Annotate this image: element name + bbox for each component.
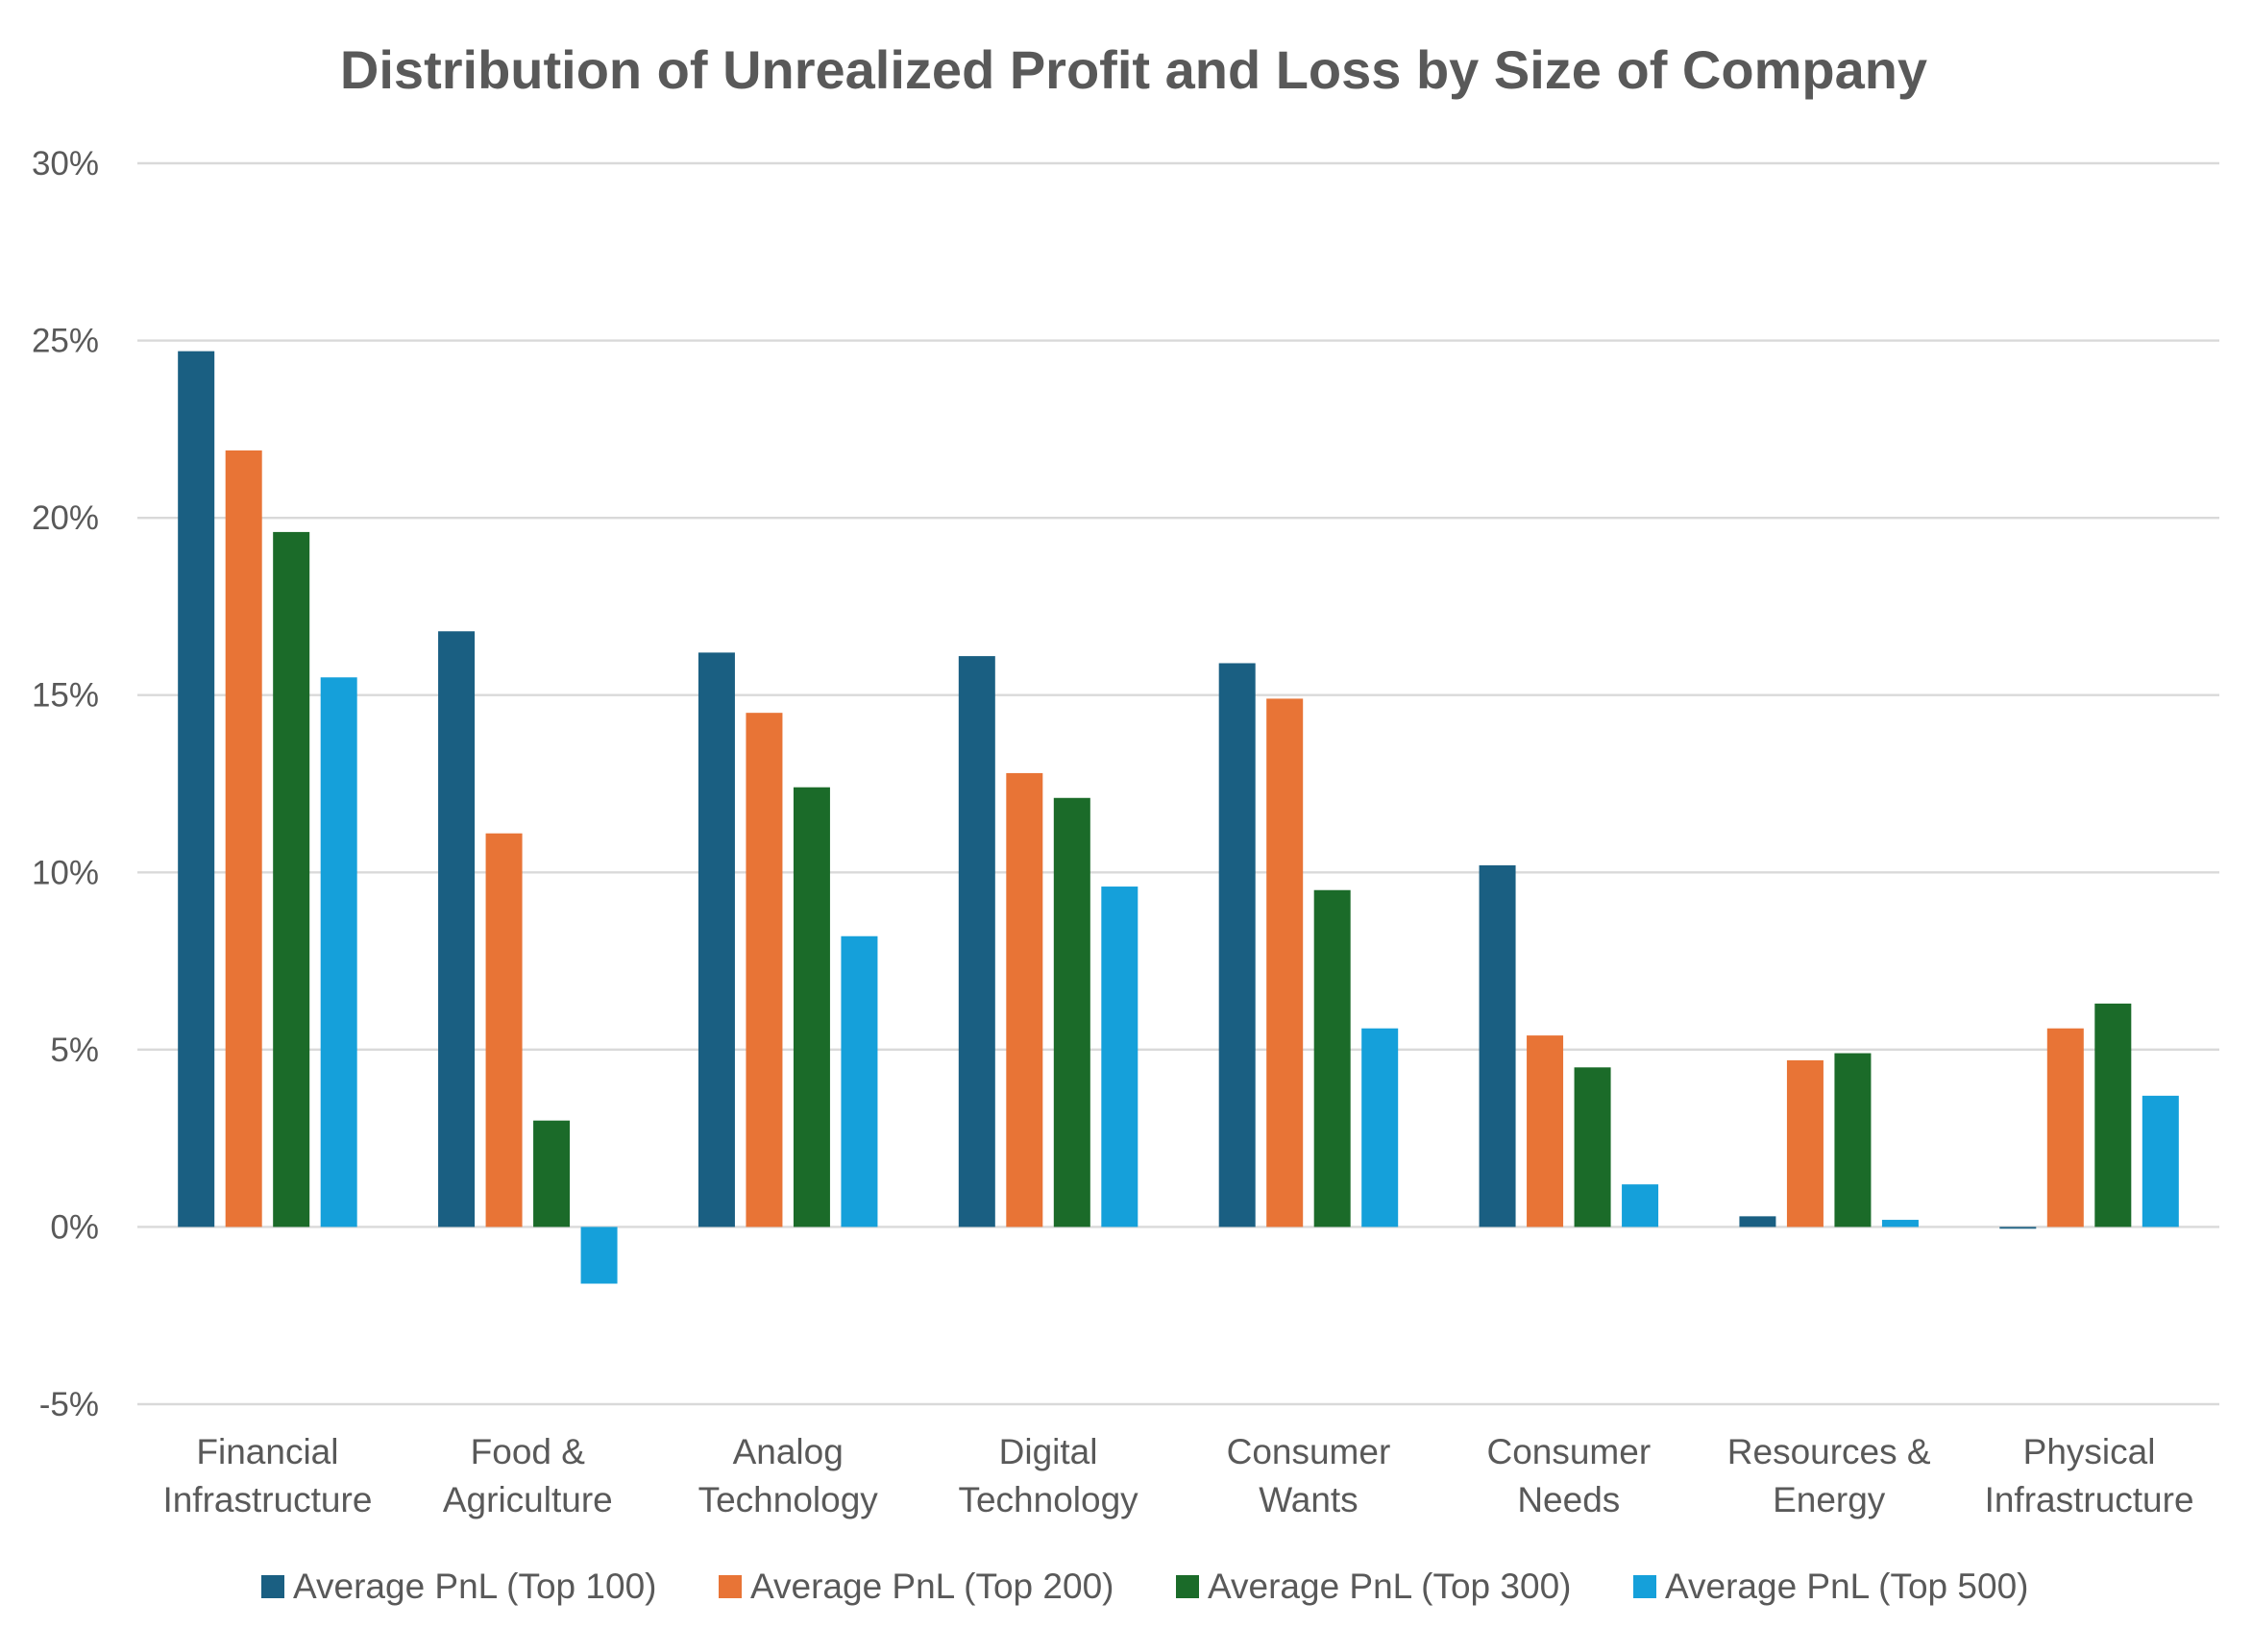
bar: [746, 713, 783, 1227]
bar: [2142, 1095, 2179, 1227]
bar: [1786, 1059, 1824, 1227]
y-tick-label: 20%: [32, 499, 99, 537]
bar: [1527, 1035, 1564, 1227]
bar: [2046, 1028, 2084, 1227]
bar: [1739, 1216, 1776, 1227]
bar: [1266, 698, 1304, 1227]
bar: [1053, 797, 1090, 1227]
legend-swatch: [261, 1575, 284, 1598]
x-tick-label: Financial: [196, 1432, 338, 1471]
bar: [1834, 1053, 1872, 1227]
y-tick-label: 5%: [50, 1032, 99, 1069]
legend-swatch: [1176, 1575, 1199, 1598]
x-tick-label: Consumer: [1227, 1432, 1391, 1471]
y-tick-label: 0%: [50, 1208, 99, 1246]
bar: [225, 450, 262, 1227]
legend-swatch: [1633, 1575, 1656, 1598]
y-tick-label: 30%: [32, 145, 99, 182]
bar: [1622, 1184, 1659, 1227]
x-tick-label: Consumer: [1486, 1432, 1651, 1471]
bar: [958, 656, 995, 1227]
gridlines: [137, 161, 2219, 1406]
x-tick-label: Food &: [471, 1432, 586, 1471]
legend-label: Average PnL (Top 500): [1665, 1567, 2028, 1606]
bar: [320, 677, 357, 1227]
bar: [273, 531, 310, 1227]
x-tick-label: Energy: [1773, 1480, 1886, 1519]
y-tick-label: -5%: [39, 1386, 99, 1423]
legend-label: Average PnL (Top 300): [1208, 1567, 1571, 1606]
bar: [698, 652, 735, 1227]
x-tick-label: Infrastructure: [1985, 1480, 2194, 1519]
legend-label: Average PnL (Top 100): [293, 1567, 656, 1606]
legend: Average PnL (Top 100) Average PnL (Top 20…: [261, 1567, 2028, 1606]
x-tick-label: Technology: [698, 1480, 879, 1519]
bar: [1006, 772, 1043, 1227]
x-tick-label: Needs: [1517, 1480, 1620, 1519]
x-tick-label: Analog: [733, 1432, 844, 1471]
bar: [1313, 889, 1351, 1227]
bar: [1218, 663, 1256, 1227]
y-axis-ticks: -5% 0% 5% 10% 15% 20% 25% 30%: [32, 145, 99, 1423]
bar: [1101, 887, 1138, 1227]
y-tick-label: 15%: [32, 677, 99, 715]
chart-title: Distribution of Unrealized Profit and Lo…: [340, 39, 1927, 100]
y-tick-label: 25%: [32, 323, 99, 360]
bar: [1361, 1028, 1399, 1227]
x-tick-label: Agriculture: [443, 1480, 613, 1519]
x-tick-label: Wants: [1259, 1480, 1358, 1519]
bar: [1881, 1220, 1919, 1227]
bar: [533, 1120, 571, 1227]
x-tick-label: Physical: [2023, 1432, 2156, 1471]
y-tick-label: 10%: [32, 854, 99, 891]
bar: [485, 833, 523, 1227]
legend-label: Average PnL (Top 200): [750, 1567, 1114, 1606]
bar: [2094, 1003, 2132, 1227]
legend-swatch: [719, 1575, 742, 1598]
bar: [841, 935, 878, 1227]
bars: [178, 351, 2179, 1284]
x-tick-label: Digital: [999, 1432, 1098, 1471]
bar: [1999, 1227, 2037, 1229]
bar: [438, 631, 476, 1227]
x-tick-label: Resources &: [1727, 1432, 1931, 1471]
x-tick-label: Technology: [958, 1480, 1138, 1519]
bar: [793, 787, 830, 1227]
bar: [580, 1227, 618, 1284]
bar: [178, 351, 215, 1227]
bar: [1479, 864, 1516, 1227]
bar: [1574, 1067, 1611, 1227]
x-tick-label: Infrastructure: [162, 1480, 372, 1519]
x-axis-ticks: Financial Infrastructure Food & Agriculture…: [162, 1432, 2193, 1519]
